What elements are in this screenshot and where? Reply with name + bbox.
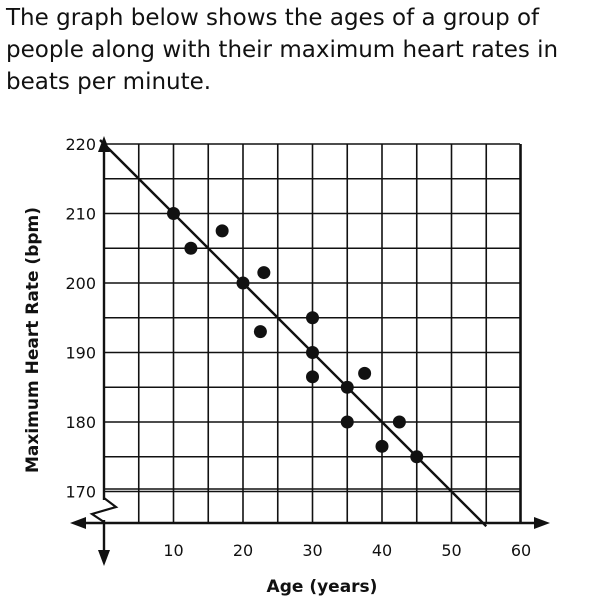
x-tick-label: 10 [163,541,183,560]
tick-labels: 10 20 30 40 50 60 170 180 190 200 210 220 [65,135,531,560]
x-tick-label: 40 [372,541,392,560]
x-axis-arrow-left [70,517,86,529]
trend-line-group [99,139,488,528]
data-point [410,450,424,464]
y-tick-label: 200 [65,274,96,293]
question-text: The graph below shows the ages of a grou… [6,5,559,95]
data-point [257,266,271,280]
data-point [215,224,229,238]
y-tick-label: 190 [65,344,96,363]
axes [70,136,550,566]
data-point [167,207,180,220]
data-point [306,370,319,384]
grid [104,143,522,523]
data-point [340,380,354,394]
trend-line [99,139,488,528]
y-tick-label: 220 [65,135,96,154]
x-tick-label: 20 [233,541,253,560]
y-axis-label: Maximum Heart Rate (bpm) [23,207,43,473]
data-point [392,415,406,429]
axis-break-zigzag [89,497,119,523]
y-tick-label: 170 [65,483,96,502]
data-points [167,207,424,464]
y-axis-arrow-down [98,550,110,566]
y-tick-label: 210 [65,205,96,224]
data-point [253,325,267,339]
data-point [184,241,198,255]
data-point [340,415,354,429]
data-point [306,311,319,325]
x-tick-label: 50 [441,541,461,560]
data-point [306,346,319,359]
x-axis-arrow-right [534,517,550,529]
y-tick-label: 180 [65,413,96,432]
x-tick-label: 30 [302,541,322,560]
data-point [375,439,389,453]
data-point [236,276,250,290]
x-axis-label: Age (years) [267,577,378,597]
x-tick-label: 60 [511,541,531,560]
data-point [358,366,372,380]
